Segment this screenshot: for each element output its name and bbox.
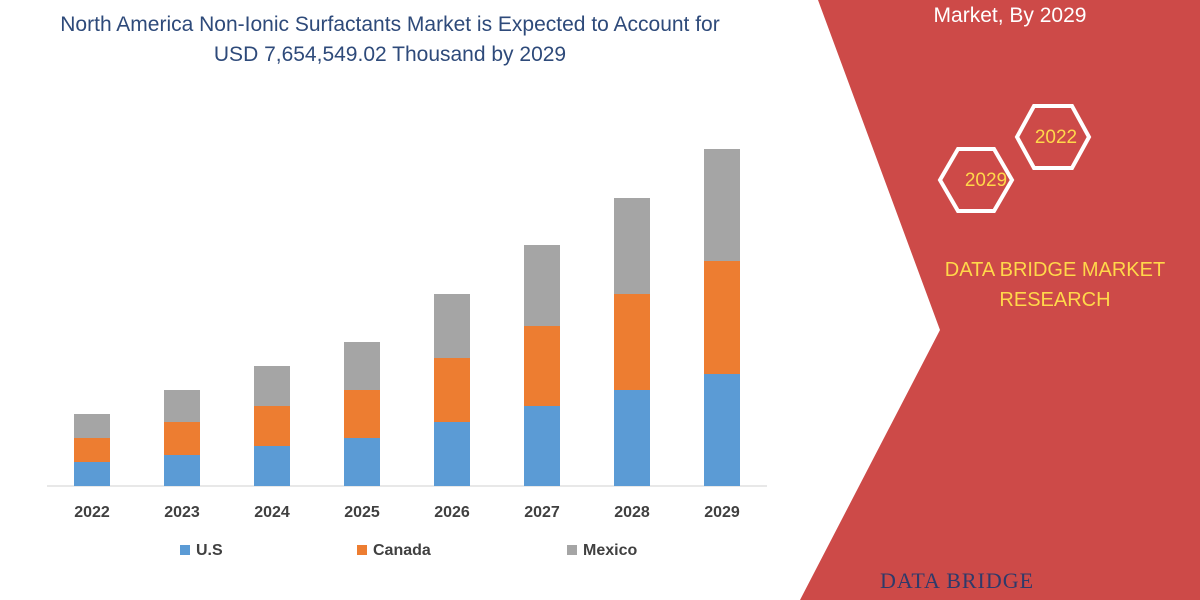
- panel-heading: Market, By 2029: [933, 4, 1087, 27]
- side-panel: [800, 0, 1200, 600]
- bar-segment: [74, 438, 110, 462]
- bar-segment: [74, 462, 110, 486]
- bar-segment: [164, 390, 200, 422]
- hexagon-label: 2029: [965, 170, 1007, 191]
- bar-segment: [524, 245, 560, 326]
- bar-segment: [524, 326, 560, 406]
- x-tick-label: 2028: [614, 504, 650, 521]
- bar-segment: [704, 374, 740, 486]
- x-tick-label: 2025: [344, 504, 380, 521]
- bar-segment: [614, 390, 650, 486]
- bar-segment: [614, 198, 650, 294]
- bar-segment: [524, 406, 560, 486]
- legend-label: U.S: [196, 542, 223, 559]
- hexagon: [1014, 104, 1092, 170]
- hexagon-label: 2022: [1035, 127, 1077, 148]
- legend-label: Canada: [373, 542, 431, 559]
- bar-segment: [254, 366, 290, 406]
- bar-segment: [434, 358, 470, 422]
- bar-segment: [344, 342, 380, 390]
- logo: DATA BRIDGE: [880, 568, 1035, 593]
- legend-swatch: [567, 545, 577, 555]
- bar-segment: [344, 438, 380, 486]
- bar-segment: [164, 422, 200, 455]
- x-tick-label: 2027: [524, 504, 560, 521]
- bar-segment: [704, 149, 740, 261]
- x-tick-label: 2023: [164, 504, 200, 521]
- bar-segment: [344, 390, 380, 438]
- bar-segment: [254, 406, 290, 446]
- chart-title: North America Non-Ionic Surfactants Mark…: [60, 13, 720, 66]
- legend-swatch: [180, 545, 190, 555]
- bar-segment: [704, 261, 740, 374]
- legend-label: Mexico: [583, 542, 637, 559]
- bar-segment: [74, 414, 110, 438]
- x-tick-label: 2024: [254, 504, 290, 521]
- bar-segment: [434, 294, 470, 358]
- bar-segment: [164, 455, 200, 486]
- hexagon: [937, 147, 1015, 213]
- legend-swatch: [357, 545, 367, 555]
- bar-segment: [254, 446, 290, 486]
- x-tick-label: 2022: [74, 504, 110, 521]
- bar-segment: [614, 294, 650, 390]
- brand: DATA BRIDGE MARKET RESEARCH: [944, 259, 1166, 311]
- x-tick-label: 2026: [434, 504, 470, 521]
- bar-segment: [434, 422, 470, 486]
- x-tick-label: 2029: [704, 504, 740, 521]
